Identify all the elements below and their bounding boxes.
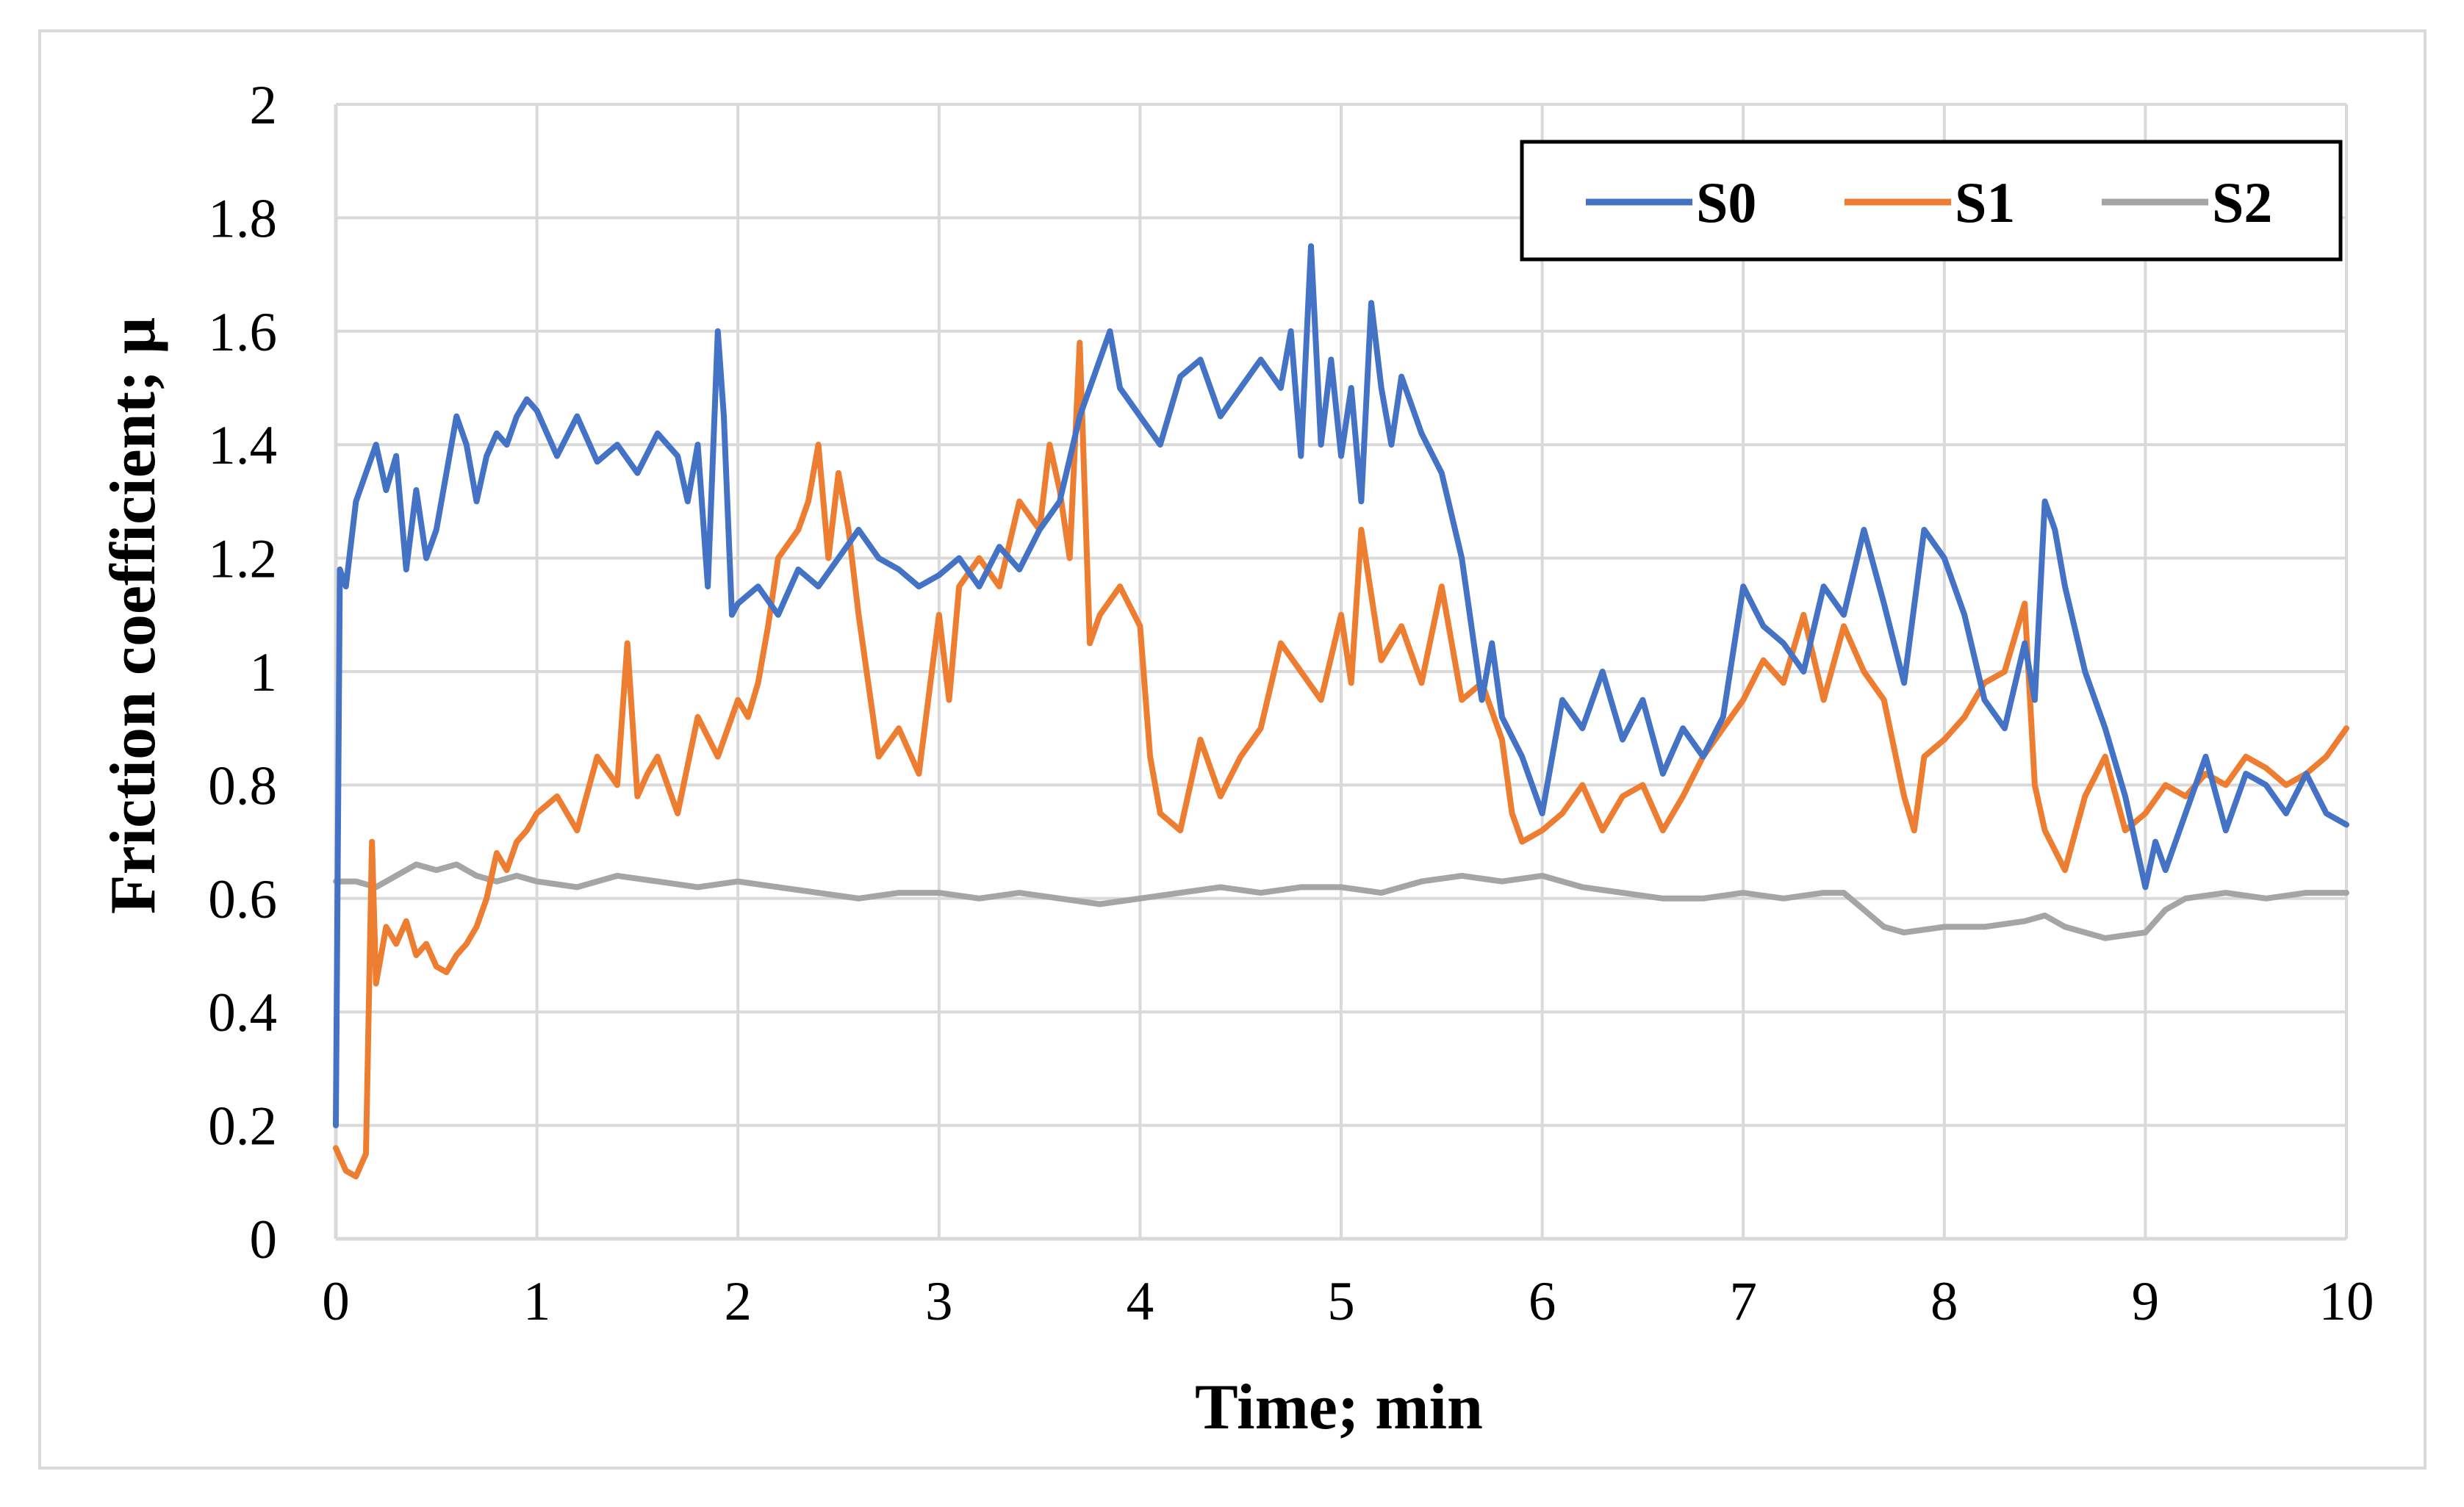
y-tick-label: 1.8 xyxy=(208,188,277,249)
x-tick-label: 2 xyxy=(724,1271,752,1332)
series-line-s2 xyxy=(333,861,2349,941)
x-tick-label: 0 xyxy=(322,1271,350,1332)
x-tick-label: 9 xyxy=(2132,1271,2160,1332)
x-tick-label: 3 xyxy=(925,1271,953,1332)
x-tick-label: 5 xyxy=(1327,1271,1355,1332)
y-tick-label: 1.4 xyxy=(208,415,277,476)
grid xyxy=(334,103,2348,1240)
x-tick-label: 7 xyxy=(1729,1271,1757,1332)
legend-label-s0: S0 xyxy=(1696,170,1756,234)
x-tick-label: 8 xyxy=(1930,1271,1958,1332)
y-tick-label: 0.8 xyxy=(208,755,277,816)
y-tick-label: 1.6 xyxy=(208,302,277,363)
y-tick-label: 1.2 xyxy=(208,529,277,590)
x-tick-label: 4 xyxy=(1127,1271,1154,1332)
series-line-s0 xyxy=(333,243,2349,1129)
x-axis-title: Time; min xyxy=(1195,1372,1483,1443)
tick-labels: 0 0.2 0.4 0.6 0.8 1 1.2 1.4 1.6 1.8 2 0 1 2 3 4 5 6 7 8 9 10 xyxy=(208,75,2374,1332)
series-group xyxy=(333,243,2349,1180)
legend-label-s1: S1 xyxy=(1955,170,2015,234)
y-tick-label: 2 xyxy=(250,75,278,136)
y-axis-title: Friction coefficient; μ xyxy=(98,317,169,914)
y-tick-label: 0 xyxy=(250,1209,278,1270)
chart-frame xyxy=(38,29,2427,1470)
legend-label-s2: S2 xyxy=(2212,170,2272,234)
y-tick-label: 0.2 xyxy=(208,1096,277,1157)
x-tick-label: 1 xyxy=(523,1271,551,1332)
y-tick-label: 0.4 xyxy=(208,982,277,1043)
legend: S0 S1 S2 xyxy=(1520,140,2343,262)
y-tick-label: 0.6 xyxy=(208,869,277,930)
series-line-s1 xyxy=(333,339,2349,1180)
y-tick-label: 1 xyxy=(250,642,278,703)
x-tick-label: 6 xyxy=(1529,1271,1556,1332)
x-tick-label: 10 xyxy=(2319,1271,2374,1332)
